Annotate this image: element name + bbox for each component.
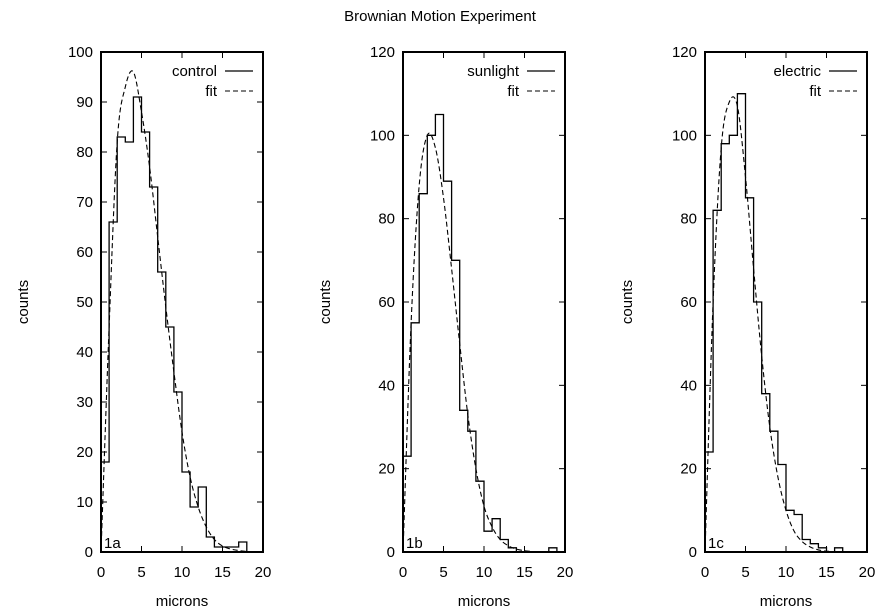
- histogram-bin: [158, 272, 166, 552]
- histogram-bin: [721, 144, 729, 552]
- histogram-bin: [427, 135, 435, 552]
- histogram-bin: [133, 97, 141, 552]
- histogram-bin: [109, 222, 117, 552]
- x-tick-label: 15: [214, 564, 231, 581]
- y-axis-label: counts: [317, 280, 334, 324]
- histogram-bin: [484, 531, 492, 552]
- legend-label-data: control: [172, 63, 217, 80]
- histogram-bin: [492, 519, 500, 552]
- y-tick-label: 60: [378, 294, 395, 311]
- histogram-bin: [174, 392, 182, 552]
- plot-frame: [704, 51, 868, 553]
- y-axis-label: counts: [619, 280, 636, 324]
- histogram-bin: [125, 142, 133, 552]
- histogram-bin: [762, 394, 770, 552]
- x-tick-label: 5: [137, 564, 145, 581]
- x-tick-label: 15: [818, 564, 835, 581]
- x-tick-label: 5: [741, 564, 749, 581]
- histogram-bin: [778, 465, 786, 553]
- histogram-bin: [419, 194, 427, 552]
- histogram-bin: [435, 115, 443, 553]
- histogram-bin: [206, 537, 214, 552]
- x-tick-label: 15: [516, 564, 533, 581]
- panel-1b: 0 20 40 60 80 100 120 0 5 10 15 20 microns counts sunl…: [317, 44, 573, 610]
- histogram-bin: [411, 323, 419, 552]
- y-tick-label: 30: [76, 394, 93, 411]
- y-tick-label: 80: [76, 144, 93, 161]
- y-tick-label: 20: [680, 461, 697, 478]
- x-tick-label: 10: [778, 564, 795, 581]
- y-tick-label: 100: [370, 127, 395, 144]
- chart-title: Brownian Motion Experiment: [344, 8, 536, 25]
- histogram-bin: [190, 507, 198, 552]
- y-tick-label: 60: [680, 294, 697, 311]
- histogram-bin: [142, 132, 150, 552]
- histogram-bin: [770, 431, 778, 552]
- panel-1c: 0 20 40 60 80 100 120 0 5 10 15 20 microns counts elec…: [619, 44, 875, 610]
- x-tick-label: 0: [399, 564, 407, 581]
- y-tick-label: 120: [370, 44, 395, 61]
- x-tick-label: 10: [174, 564, 191, 581]
- y-tick-label: 0: [689, 544, 697, 561]
- panel-1a: 0 10 20 30 40 50 60 70 80 90 100 0 5 10 15 20 microns cou…: [15, 44, 271, 610]
- panel-label: 1a: [104, 535, 121, 552]
- histogram-bin: [460, 410, 468, 552]
- x-axis-label: microns: [458, 593, 511, 610]
- histogram-series-control: [100, 96, 248, 552]
- y-tick-label: 120: [672, 44, 697, 61]
- y-tick-label: 0: [387, 544, 395, 561]
- y-tick-label: 20: [378, 461, 395, 478]
- histogram-bin: [737, 94, 745, 552]
- y-tick-label: 0: [85, 544, 93, 561]
- legend-label-fit: fit: [205, 83, 218, 100]
- y-tick-label: 50: [76, 294, 93, 311]
- x-tick-label: 10: [476, 564, 493, 581]
- y-tick-label: 40: [378, 377, 395, 394]
- y-tick-label: 20: [76, 444, 93, 461]
- legend-label-fit: fit: [507, 83, 520, 100]
- histogram-bin: [182, 472, 190, 552]
- x-tick-label: 5: [439, 564, 447, 581]
- fit-curve-2: [704, 96, 835, 553]
- histogram-bin: [150, 187, 158, 552]
- histogram-bin: [729, 135, 737, 552]
- x-tick-label: 20: [255, 564, 272, 581]
- y-tick-label: 60: [76, 244, 93, 261]
- panel-label: 1c: [708, 535, 724, 552]
- y-tick-label: 70: [76, 194, 93, 211]
- panel-label: 1b: [406, 535, 423, 552]
- x-axis-label: microns: [760, 593, 813, 610]
- y-tick-label: 100: [672, 127, 697, 144]
- x-axis-label: microns: [156, 593, 209, 610]
- histogram-bin: [746, 198, 754, 552]
- y-tick-label: 40: [680, 377, 697, 394]
- y-tick-label: 40: [76, 344, 93, 361]
- y-axis-label: counts: [15, 280, 32, 324]
- x-tick-label: 20: [557, 564, 574, 581]
- x-tick-label: 20: [859, 564, 876, 581]
- x-tick-label: 0: [701, 564, 709, 581]
- legend-label-fit: fit: [809, 83, 822, 100]
- plot-frame: [100, 51, 264, 553]
- y-tick-label: 80: [680, 211, 697, 228]
- histogram-bin: [468, 431, 476, 552]
- y-tick-label: 10: [76, 494, 93, 511]
- fit-curve-0: [100, 70, 247, 553]
- histogram-bin: [444, 181, 452, 552]
- histogram-bin: [802, 540, 810, 553]
- plot-frame: [402, 51, 566, 553]
- y-tick-label: 80: [378, 211, 395, 228]
- y-tick-label: 100: [68, 44, 93, 61]
- legend-label-data: electric: [773, 63, 821, 80]
- histogram-bin: [500, 540, 508, 553]
- x-tick-label: 0: [97, 564, 105, 581]
- legend-label-data: sunlight: [467, 63, 520, 80]
- histogram-bin: [476, 481, 484, 552]
- histogram-series-electric: [704, 93, 844, 553]
- histogram-bin: [117, 137, 125, 552]
- histogram-bin: [786, 510, 794, 552]
- y-tick-label: 90: [76, 94, 93, 111]
- histogram-bin: [754, 302, 762, 552]
